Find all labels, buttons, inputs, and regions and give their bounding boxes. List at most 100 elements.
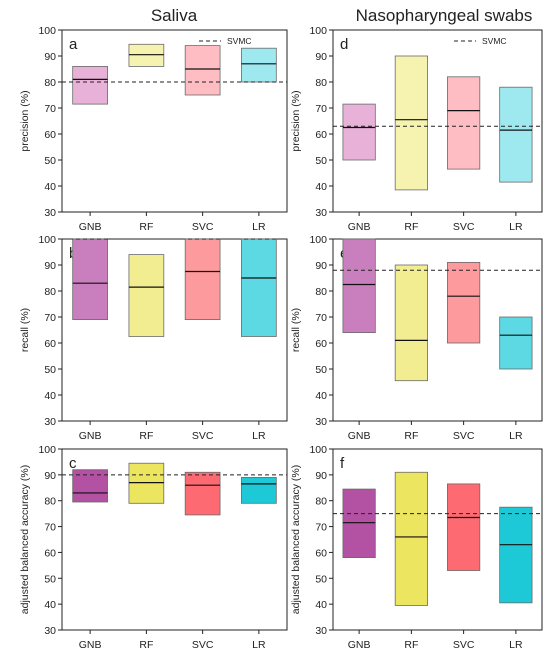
y-tick-label: 100 — [38, 25, 56, 37]
bar-lr — [499, 506, 533, 604]
x-tick-label: RF — [139, 430, 153, 442]
bar-gnb — [72, 238, 108, 320]
y-axis-label: precision (%) — [19, 90, 31, 151]
y-axis-label: precision (%) — [290, 90, 302, 151]
panel-d: 30 40 50 60 70 80 90 100 precision (%) d GNB RF SVC L… — [290, 25, 543, 233]
legend-label: SVMC — [227, 36, 252, 46]
bar-gnb — [342, 103, 376, 161]
x-tick-label: SVC — [453, 639, 475, 651]
panel-letter: d — [340, 36, 348, 53]
y-tick-label: 30 — [315, 416, 327, 428]
y-tick-label: 90 — [44, 470, 56, 482]
plot-frame — [61, 29, 288, 213]
bar-svc — [184, 471, 221, 516]
y-tick-label: 60 — [315, 129, 327, 141]
y-tick-label: 80 — [44, 496, 56, 508]
plot-frame — [332, 448, 543, 631]
plot-frame — [332, 238, 543, 422]
x-tick-label: GNB — [348, 430, 371, 442]
y-tick-label: 100 — [309, 25, 327, 37]
x-tick-label: GNB — [348, 221, 371, 233]
x-tick-label: LR — [252, 639, 266, 651]
y-tick-label: 70 — [315, 312, 327, 324]
x-tick-label: GNB — [79, 221, 102, 233]
y-tick-label: 40 — [44, 599, 56, 611]
panel-a: 30 40 50 60 70 80 90 100 precision (%) a GNB RF SVC L… — [19, 25, 288, 233]
x-tick-label: RF — [404, 639, 418, 651]
y-tick-label: 60 — [44, 129, 56, 141]
y-tick-label: 30 — [315, 207, 327, 219]
bar-lr — [241, 477, 277, 504]
x-tick-label: SVC — [192, 221, 214, 233]
y-tick-label: 80 — [44, 286, 56, 298]
y-tick-label: 60 — [44, 338, 56, 350]
y-tick-label: 40 — [315, 390, 327, 402]
bar-gnb — [342, 488, 376, 559]
y-tick-label: 70 — [44, 103, 56, 115]
y-tick-label: 60 — [315, 338, 327, 350]
y-tick-label: 70 — [44, 312, 56, 324]
bar-rf — [394, 264, 428, 382]
y-tick-label: 60 — [44, 547, 56, 559]
x-tick-label: LR — [252, 430, 266, 442]
y-tick-label: 100 — [38, 234, 56, 246]
y-tick-label: 70 — [315, 103, 327, 115]
y-tick-label: 40 — [44, 390, 56, 402]
y-axis-label: adjusted balanced accuracy (%) — [19, 465, 31, 614]
y-tick-label: 60 — [315, 547, 327, 559]
y-tick-label: 50 — [315, 573, 327, 585]
x-tick-label: SVC — [453, 221, 475, 233]
x-tick-label: SVC — [192, 639, 214, 651]
x-tick-label: RF — [139, 639, 153, 651]
bar-rf — [394, 55, 428, 191]
panel-c: 30 40 50 60 70 80 90 100 adjusted balanced accur… — [19, 444, 288, 651]
x-tick-label: RF — [404, 430, 418, 442]
x-tick-label: SVC — [192, 430, 214, 442]
bar-svc — [184, 45, 221, 96]
y-tick-label: 80 — [315, 77, 327, 89]
plot-frame — [332, 29, 543, 213]
y-tick-label: 40 — [315, 181, 327, 193]
title-nasopharyngeal: Nasopharyngeal swabs — [356, 6, 533, 25]
y-axis-label: recall (%) — [290, 308, 302, 352]
y-tick-label: 30 — [44, 625, 56, 637]
bar-gnb — [342, 238, 376, 333]
y-tick-label: 90 — [44, 51, 56, 63]
y-tick-label: 50 — [44, 155, 56, 167]
bar-lr — [241, 47, 277, 83]
y-tick-label: 100 — [309, 234, 327, 246]
bar-svc — [184, 238, 221, 320]
x-tick-label: RF — [404, 221, 418, 233]
bar-gnb — [72, 66, 108, 105]
x-tick-label: LR — [509, 430, 523, 442]
y-tick-label: 80 — [44, 77, 56, 89]
x-tick-label: RF — [139, 221, 153, 233]
y-tick-label: 100 — [309, 444, 327, 456]
y-tick-label: 50 — [44, 364, 56, 376]
y-tick-label: 70 — [44, 522, 56, 534]
bar-svc — [447, 261, 481, 344]
panel-letter: c — [69, 455, 77, 472]
x-tick-label: LR — [509, 221, 523, 233]
y-tick-label: 70 — [315, 522, 327, 534]
bar-rf — [128, 462, 165, 504]
y-tick-label: 30 — [315, 625, 327, 637]
x-tick-label: LR — [509, 639, 523, 651]
y-tick-label: 40 — [44, 181, 56, 193]
y-tick-label: 30 — [44, 416, 56, 428]
y-tick-label: 80 — [315, 496, 327, 508]
y-axis-label: adjusted balanced accuracy (%) — [290, 465, 302, 614]
bar-lr — [241, 238, 277, 337]
y-tick-label: 80 — [315, 286, 327, 298]
y-tick-label: 90 — [315, 260, 327, 272]
x-tick-label: GNB — [79, 639, 102, 651]
y-tick-label: 90 — [315, 470, 327, 482]
title-saliva: Saliva — [151, 6, 198, 25]
bar-svc — [447, 483, 481, 571]
bar-rf — [128, 43, 165, 67]
panels: 30 40 50 60 70 80 90 100 precision (%) a GNB RF SVC L… — [19, 25, 543, 651]
